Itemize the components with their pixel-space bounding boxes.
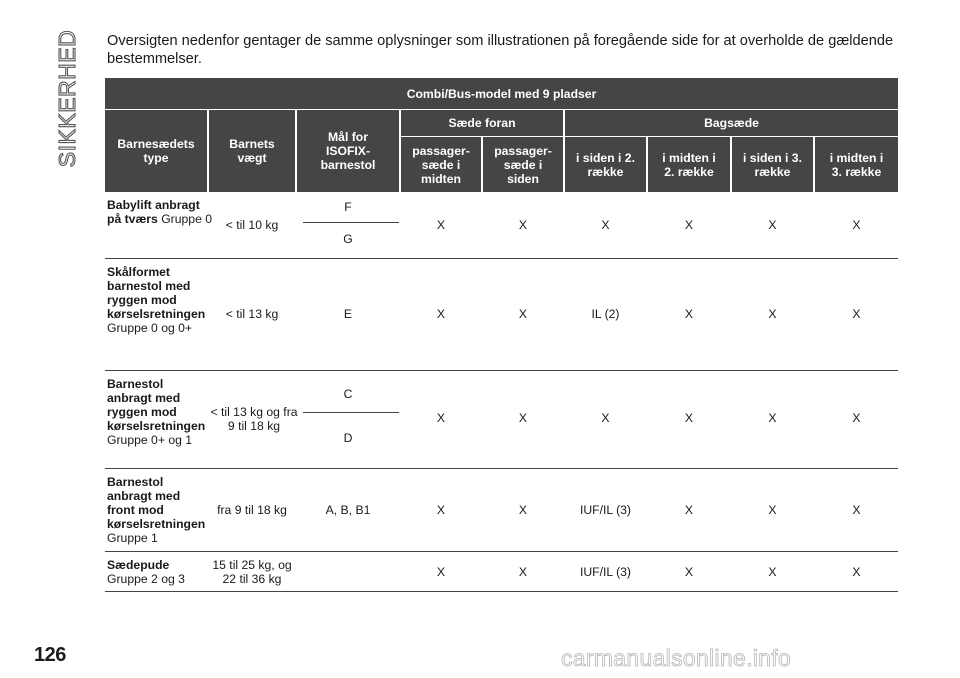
header-sub-4-text: i midten i 2. række <box>662 150 716 179</box>
row-value: X <box>684 503 694 517</box>
header-sub-5: i siden i 3. række <box>732 137 813 192</box>
table-row: Skålformet barnestol med ryggen mod kørs… <box>105 259 898 371</box>
row-value: X <box>852 218 861 232</box>
isofix-divider <box>303 412 399 414</box>
row-label-bold: Sædepude <box>107 558 170 572</box>
row-weight: fra 9 til 18 kg <box>217 503 287 517</box>
row-value: X <box>518 218 528 232</box>
table-row: Barnestol anbragt med ryggen mod kørsels… <box>105 371 898 469</box>
section-title-text: SIKKERHED <box>54 29 81 168</box>
row-isofix: A, B, B1 <box>325 503 371 517</box>
row-value: X <box>684 307 694 321</box>
row-label: Sædepude Gruppe 2 og 3 <box>107 558 211 586</box>
header-sub-1: passager-sæde i midten <box>401 137 481 192</box>
row-value: X <box>852 565 861 579</box>
row-value: X <box>768 307 777 321</box>
row-isofix-upper: C <box>343 387 353 401</box>
header-isofix-text: Mål for ISOFIX-barnestol <box>320 130 376 172</box>
table-row: Barnestol anbragt med front mod kørselsr… <box>105 469 898 552</box>
header-sub-4: i midten i 2. række <box>648 137 730 192</box>
row-value: X <box>768 411 777 425</box>
row-value: X <box>852 307 861 321</box>
row-label-normal: Gruppe 0 <box>161 212 213 226</box>
intro-paragraph: Oversigten nedenfor gentager de samme op… <box>107 33 894 67</box>
table-row: Sædepude Gruppe 2 og 3 15 til 25 kg, og 2… <box>105 552 898 592</box>
row-label-normal: Gruppe 0 og 0+ <box>107 321 193 335</box>
header-rear: Bagsæde <box>565 110 898 136</box>
page-number: 126 <box>34 644 66 666</box>
row-value: X <box>768 565 777 579</box>
row-label-normal: Gruppe 2 og 3 <box>107 572 185 586</box>
row-value: X <box>684 218 694 232</box>
row-label-bold: Barnestol anbragt med front mod kørselsr… <box>107 475 206 531</box>
row-label-bold: Babylift anbragt på tværs <box>107 198 200 226</box>
row-label-normal: Gruppe 1 <box>107 531 158 545</box>
row-label-bold: Skålformet barnestol med ryggen mod kørs… <box>107 265 206 321</box>
header-sub-1-text: passager-sæde i midten <box>412 143 470 186</box>
header-sub-3-text: i siden i 2. række <box>576 150 635 179</box>
row-value: X <box>518 411 528 425</box>
header-sub-2-text: passager-sæde i siden <box>494 143 552 186</box>
section-title-vertical: SIKKERHED <box>54 29 81 168</box>
row-isofix: E <box>343 307 353 321</box>
row-value: X <box>852 411 861 425</box>
header-weight: Barnets vægt <box>209 110 295 192</box>
row-label-normal: Gruppe 0+ og 1 <box>107 433 193 447</box>
row-isofix-upper: F <box>344 200 352 214</box>
row-label: Barnestol anbragt med front mod kørselsr… <box>107 475 211 545</box>
header-isofix: Mål for ISOFIX-barnestol <box>297 110 399 192</box>
row-value: IUF/IL (3) <box>579 503 631 517</box>
table-title: Combi/Bus-model med 9 pladser <box>105 78 898 109</box>
row-value: X <box>518 503 528 517</box>
isofix-divider <box>303 222 399 224</box>
header-sub-6: i midten i 3. række <box>815 137 898 192</box>
row-value: X <box>684 411 694 425</box>
row-weight: < til 10 kg <box>225 218 279 232</box>
header-sub-2: passager-sæde i siden <box>483 137 563 192</box>
row-weight: < til 13 kg og fra 9 til 18 kg <box>210 405 298 433</box>
row-value: X <box>684 565 694 579</box>
row-value: X <box>436 411 446 425</box>
header-sub-5-text: i siden i 3. række <box>743 150 802 179</box>
row-value: X <box>436 307 446 321</box>
row-isofix-lower: G <box>343 232 353 246</box>
row-value: X <box>768 503 777 517</box>
row-label: Barnestol anbragt med ryggen mod kørsels… <box>107 377 211 447</box>
row-value: X <box>518 565 528 579</box>
row-isofix-lower: D <box>343 431 353 445</box>
watermark: carmanualsonline.info <box>561 645 792 672</box>
header-front: Sæde foran <box>401 110 563 136</box>
child-seat-table: Combi/Bus-model med 9 pladser Barnesædet… <box>105 78 898 592</box>
row-label: Skålformet barnestol med ryggen mod kørs… <box>107 265 211 335</box>
row-weight: 15 til 25 kg, og 22 til 36 kg <box>212 558 292 586</box>
row-weight: < til 13 kg <box>225 307 279 321</box>
row-label: Babylift anbragt på tværs Gruppe 0 <box>107 198 215 226</box>
row-value: X <box>436 565 446 579</box>
header-type-text: Barnesædets type <box>117 137 195 165</box>
row-value: X <box>768 218 777 232</box>
table-body: Babylift anbragt på tværs Gruppe 0 < til… <box>105 192 898 592</box>
row-value: X <box>436 503 446 517</box>
header-sub-3: i siden i 2. række <box>565 137 646 192</box>
row-value: X <box>518 307 528 321</box>
header-front-text: Sæde foran <box>448 116 516 130</box>
header-weight-text: Barnets vægt <box>229 137 275 165</box>
row-value: X <box>601 218 610 232</box>
table-row: Babylift anbragt på tværs Gruppe 0 < til… <box>105 192 898 259</box>
row-value: IUF/IL (3) <box>579 565 631 579</box>
row-value: IL (2) <box>591 307 620 321</box>
row-label-bold: Barnestol anbragt med ryggen mod kørsels… <box>107 377 206 433</box>
row-value: X <box>436 218 446 232</box>
table-title-text: Combi/Bus-model med 9 pladser <box>406 86 597 101</box>
row-value: X <box>852 503 861 517</box>
table-header: Combi/Bus-model med 9 pladser Barnesædet… <box>105 78 898 192</box>
header-rear-text: Bagsæde <box>704 116 759 130</box>
header-type: Barnesædets type <box>105 110 207 192</box>
row-value: X <box>601 411 610 425</box>
header-sub-6-text: i midten i 3. række <box>829 150 884 179</box>
